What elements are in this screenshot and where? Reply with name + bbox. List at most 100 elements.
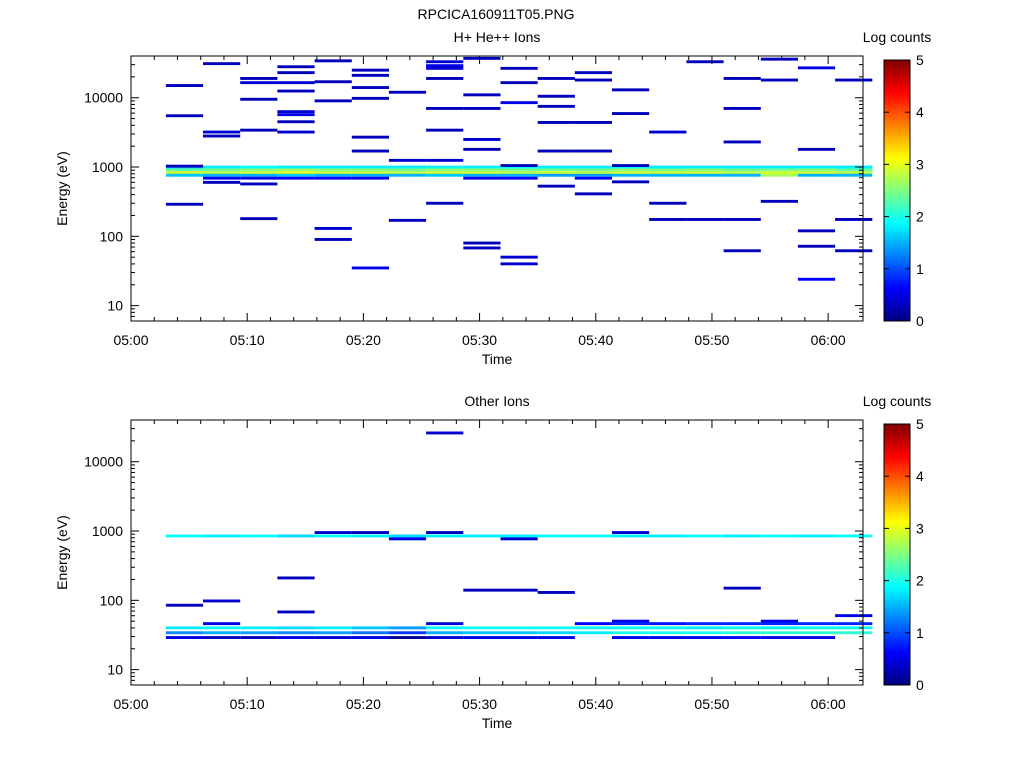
x-tick-label: 05:50 (694, 332, 729, 348)
heatmap-cell (426, 64, 464, 68)
heatmap-cell (797, 173, 836, 177)
heatmap-cell (426, 128, 464, 132)
heatmap-cell (723, 173, 761, 177)
heatmap-cell (426, 173, 464, 177)
colorbar-tick-label: 3 (916, 520, 924, 536)
heatmap-cell (686, 534, 724, 538)
heatmap-cell (165, 164, 204, 168)
heatmap-cell (686, 631, 724, 635)
x-tick-label: 05:00 (113, 332, 148, 348)
heatmap-cell (426, 631, 464, 635)
heatmap-cell (165, 603, 204, 607)
heatmap-cell (760, 619, 798, 623)
y-tick-label: 10000 (84, 454, 123, 470)
heatmap-cell (537, 165, 575, 169)
heatmap-cell (574, 121, 612, 124)
heatmap-cell (351, 176, 389, 180)
heatmap-cell (574, 78, 612, 82)
heatmap-cell (314, 227, 352, 230)
heatmap-cell (463, 631, 501, 635)
colorbar-tick-label: 1 (916, 625, 924, 641)
heatmap-cell (165, 114, 204, 118)
heatmap-cell (165, 534, 204, 538)
heatmap-cell (574, 71, 612, 75)
heatmap-cell (463, 176, 501, 180)
heatmap-cell (240, 217, 278, 221)
heatmap-cell (686, 622, 724, 626)
x-tick-label: 06:00 (811, 696, 846, 712)
heatmap-cell (723, 171, 761, 175)
colorbar-tick-label: 5 (916, 416, 924, 432)
heatmap-cell (612, 636, 650, 639)
heatmap-cell (797, 534, 836, 538)
heatmap-cell (612, 112, 650, 115)
heatmap-cell (723, 622, 761, 626)
heatmap-cell (203, 130, 241, 134)
heatmap-cells (165, 56, 873, 281)
heatmap-cell (537, 77, 575, 80)
heatmap-cell (612, 164, 650, 167)
heatmap-cell (426, 622, 464, 626)
heatmap-cell (723, 77, 761, 80)
heatmap-cell (351, 626, 389, 630)
heatmap-cell (463, 138, 501, 141)
colorbar: Log counts 0 1 2 3 4 5 (863, 393, 932, 693)
heatmap-cells (165, 431, 873, 639)
x-tick-label: 05:10 (230, 696, 265, 712)
heatmap-cell (165, 171, 204, 175)
plot-frame (130, 419, 864, 686)
heatmap-cell (388, 218, 427, 222)
heatmap-cell (240, 171, 278, 175)
heatmap-cell (537, 121, 575, 124)
heatmap-cell (240, 97, 278, 101)
heatmap-cell (463, 168, 501, 172)
colorbar-gradient (883, 59, 911, 322)
y-tick-label: 100 (100, 592, 124, 608)
y-tick-label: 10 (107, 298, 123, 314)
heatmap-cell (165, 168, 204, 172)
heatmap-cell (277, 81, 315, 85)
heatmap-cell (351, 534, 389, 538)
heatmap-cell (649, 168, 687, 172)
heatmap-cell (240, 128, 278, 132)
heatmap-cell (760, 199, 798, 203)
heatmap-cell (240, 182, 278, 186)
heatmap-cell (612, 173, 650, 177)
heatmap-cell (388, 171, 427, 175)
x-tick-label: 05:40 (578, 332, 613, 348)
heatmap-cell (612, 171, 650, 175)
heatmap-cell (649, 173, 687, 177)
colorbar-tick-label: 1 (916, 261, 924, 277)
heatmap-cell (351, 631, 389, 635)
heatmap-cell (723, 586, 761, 590)
heatmap-cell (500, 168, 538, 172)
heatmap-cell (388, 626, 427, 630)
heatmap-cell (203, 62, 241, 66)
heatmap-cell (388, 165, 427, 169)
heatmap-cell (500, 66, 538, 70)
heatmap-cell (835, 218, 873, 221)
heatmap-cell (797, 626, 836, 630)
x-tick-label: 06:00 (811, 332, 846, 348)
heatmap-cell (203, 631, 241, 635)
heatmap-cell (203, 599, 241, 603)
heatmap-cell (500, 534, 538, 538)
heatmap-cell (723, 168, 761, 172)
heatmap-cell (723, 218, 761, 221)
heatmap-cell (835, 626, 873, 630)
heatmap-cell (277, 636, 315, 639)
y-tick-label: 1000 (92, 523, 123, 539)
heatmap-cell (203, 636, 241, 639)
heatmap-cell (649, 171, 687, 175)
heatmap-cell (240, 534, 278, 538)
heatmap-cell (388, 173, 427, 177)
heatmap-cell (835, 168, 873, 172)
heatmap-cell (574, 192, 612, 196)
heatmap-cell (463, 246, 501, 250)
heatmap-cell (797, 277, 836, 281)
heatmap-cell (537, 173, 575, 177)
heatmap-cell (240, 173, 278, 177)
heatmap-cell (760, 168, 798, 172)
heatmap-cell (649, 534, 687, 538)
heatmap-cell (426, 165, 464, 169)
